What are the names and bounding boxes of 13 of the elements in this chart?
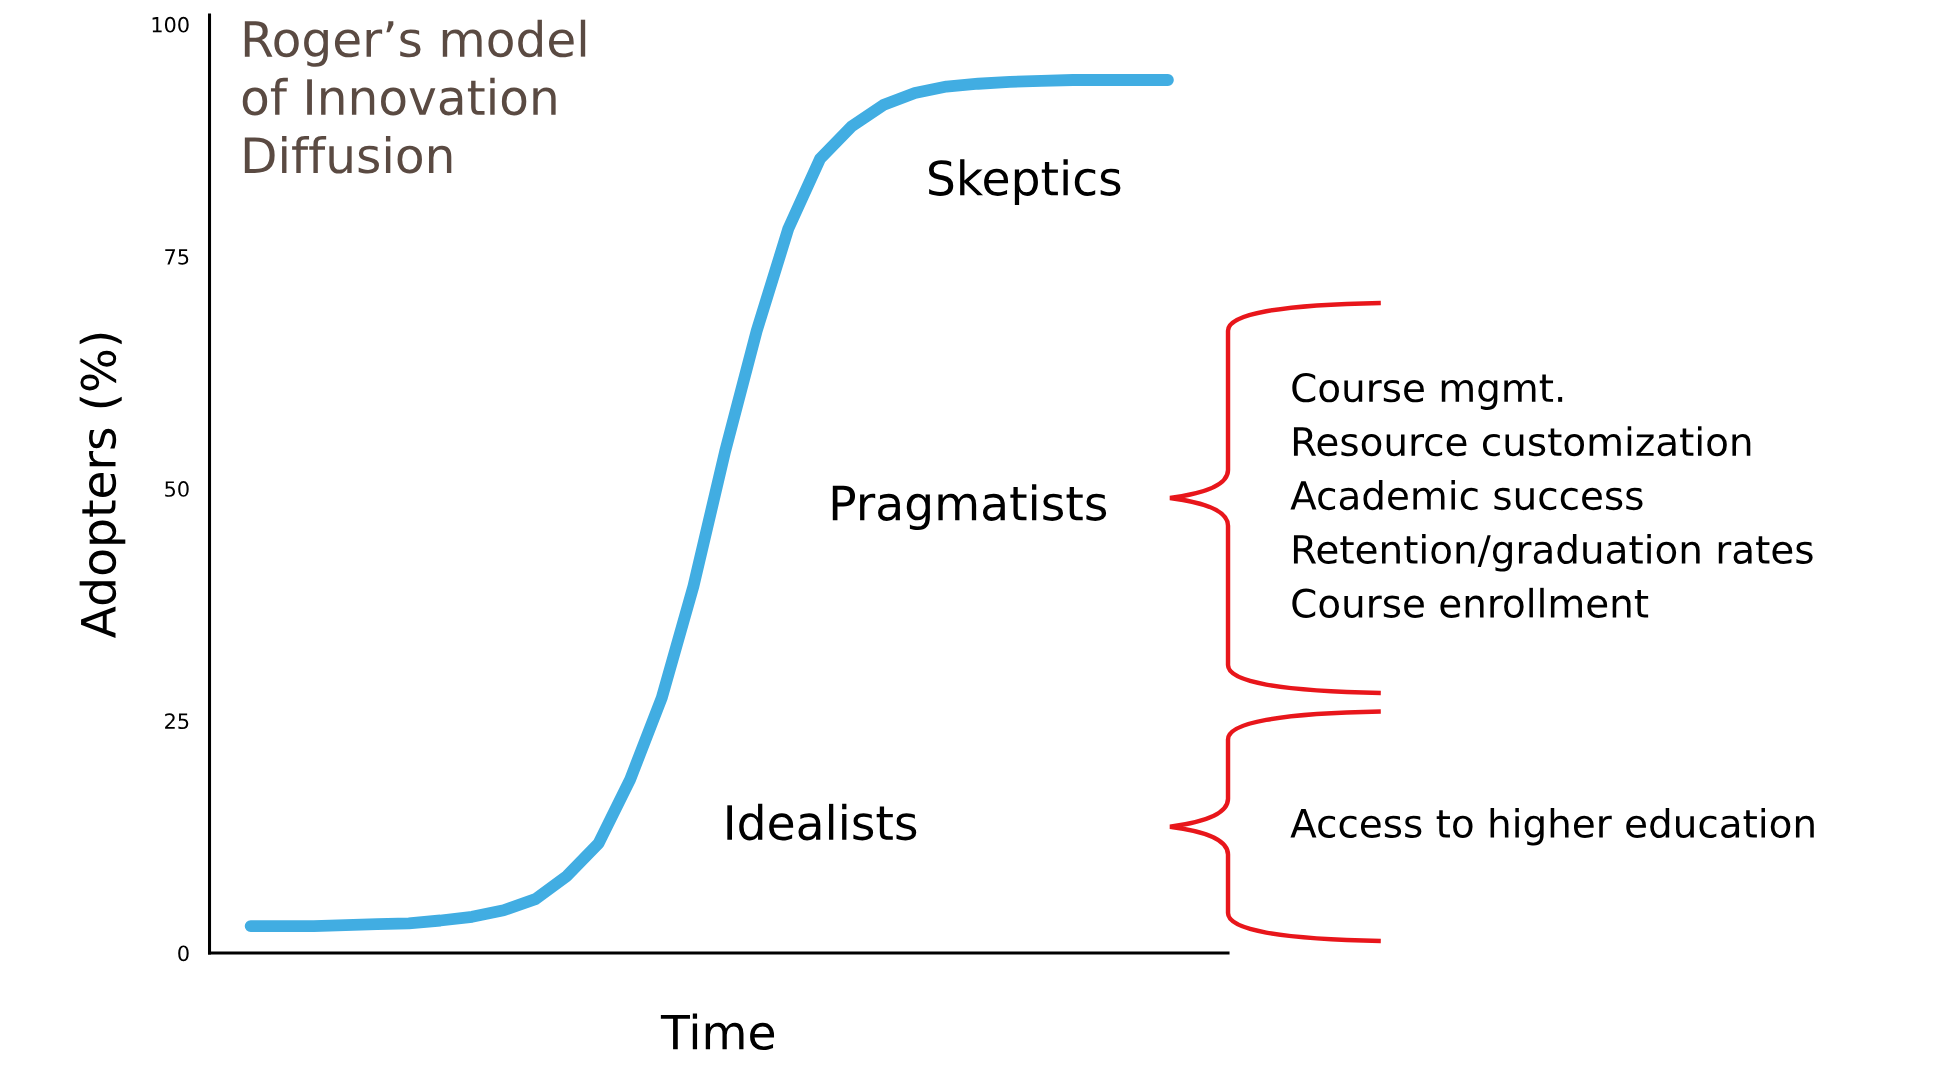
y-tick-label: 100 <box>152 16 189 33</box>
text: Course mgmt. Resource customization Academic success Retention/graduation rates Course enrollment <box>1290 372 1813 618</box>
annotation: Idealists <box>727 803 917 841</box>
y-tick-label: 75 <box>165 249 189 265</box>
y-tick-label: 25 <box>165 713 189 730</box>
y-tick-label: 0 <box>178 945 189 962</box>
annotation: Pragmatists <box>832 484 1107 531</box>
text: Access to higher education <box>1290 807 1814 846</box>
x-axis-title: Time <box>660 1013 775 1050</box>
y-tick-label: 50 <box>165 481 189 497</box>
text: Roger’s model of Innovation Diffusion <box>242 19 586 174</box>
annotation: Skeptics <box>929 159 1121 206</box>
y-axis-title: Adopters (%) <box>79 333 126 638</box>
